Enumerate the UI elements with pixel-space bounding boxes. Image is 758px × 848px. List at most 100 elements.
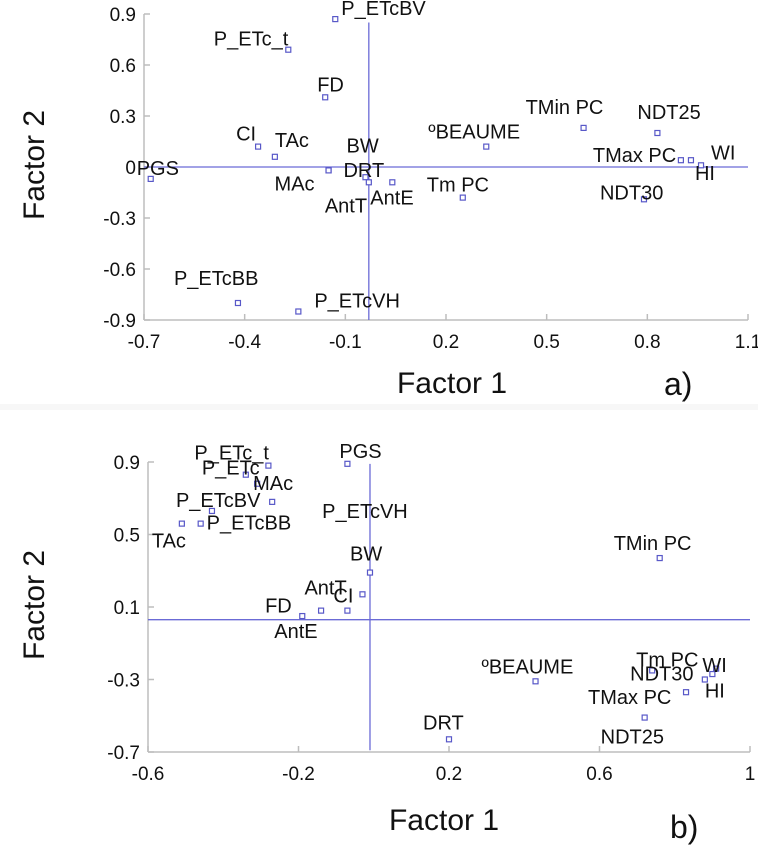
point-marker xyxy=(649,667,656,674)
point-marker xyxy=(483,143,490,150)
point-marker xyxy=(271,153,278,160)
point-marker xyxy=(269,498,276,505)
point-label: NDT25 xyxy=(637,102,700,124)
point-marker xyxy=(459,194,466,201)
y-tick-label: 0.3 xyxy=(110,107,136,128)
point-marker xyxy=(365,179,372,186)
y-tick-label: 0.6 xyxy=(110,56,136,77)
point-marker xyxy=(178,520,185,527)
panel-label: b) xyxy=(670,809,698,845)
chart-a: -0.7 -0.4 -0.1 0.2 0.5 0.8 1.1 0.9 0.6 0.3 0 -0.3 -0… xyxy=(18,0,758,402)
point-label: CI xyxy=(236,124,256,146)
y-axis-label: Factor 2 xyxy=(18,110,51,220)
point-label: PGS xyxy=(137,158,179,180)
y-tick-label: -0.3 xyxy=(107,671,140,692)
point-marker xyxy=(687,157,695,164)
point-marker xyxy=(713,665,720,672)
point-marker xyxy=(322,94,329,101)
point-marker xyxy=(254,480,261,487)
point-label: P_ETcVH xyxy=(314,291,400,313)
point-label: DRT xyxy=(423,712,464,734)
x-axis-label: Factor 1 xyxy=(389,804,499,837)
point-marker xyxy=(389,179,396,186)
point-label: TMax PC xyxy=(588,687,671,709)
point-marker xyxy=(325,167,332,174)
x-axis-label: Factor 1 xyxy=(397,367,507,400)
point-marker xyxy=(359,591,366,598)
point-marker xyxy=(197,520,204,527)
point-label: ºBEAUME xyxy=(428,122,520,144)
point-marker xyxy=(677,157,684,164)
point-label: P_ETcBV xyxy=(341,0,426,20)
x-tick-label: 0.2 xyxy=(433,332,459,353)
chart-b: -0.6 -0.2 0.2 0.6 1 0.9 0.5 0.1 -0.3 -0.7 PGS P_ET… xyxy=(18,441,756,845)
point-marker xyxy=(709,670,716,678)
point-label: FD xyxy=(265,596,292,618)
point-marker xyxy=(445,736,453,743)
point-marker xyxy=(641,714,648,721)
point-label: CI xyxy=(333,586,353,608)
point-label: TAc xyxy=(152,531,186,553)
point-label: DRT xyxy=(343,160,384,182)
point-label: ºBEAUME xyxy=(482,656,574,678)
point-label: AntT xyxy=(325,195,367,217)
point-marker xyxy=(580,124,587,132)
point-label: HI xyxy=(705,681,725,703)
point-marker xyxy=(640,196,648,203)
point-marker xyxy=(682,689,690,696)
point-label: TMin PC xyxy=(614,533,692,555)
point-label: MAc xyxy=(275,173,315,195)
point-marker xyxy=(234,299,242,307)
point-marker xyxy=(285,46,292,53)
point-label: AntT xyxy=(304,577,346,599)
point-label: TAc xyxy=(275,130,309,152)
point-label: NDT25 xyxy=(601,727,664,749)
point-marker xyxy=(362,174,369,181)
point-marker xyxy=(656,554,663,562)
y-axis-label: Factor 2 xyxy=(18,550,51,660)
point-marker xyxy=(295,308,302,315)
y-tick-label: 0.9 xyxy=(110,5,136,26)
x-tick-label: 1.1 xyxy=(735,332,758,353)
point-label: P_ETc_t xyxy=(214,29,289,51)
y-tick-label: 0 xyxy=(125,158,136,179)
point-label: WI xyxy=(711,142,735,164)
point-label: P_ETc xyxy=(202,458,260,480)
point-label: P_ETcVH xyxy=(322,501,408,523)
point-label: MAc xyxy=(253,473,293,495)
point-label: P_ETc_t xyxy=(194,443,269,465)
point-label: AntE xyxy=(274,621,317,643)
point-marker xyxy=(299,612,306,620)
y-tick-label: -0.7 xyxy=(107,743,140,764)
x-tick-label: 0.5 xyxy=(533,332,559,353)
point-label: P_ETcBV xyxy=(176,490,261,512)
y-tick-label: 0.9 xyxy=(114,453,140,474)
y-tick-label: -0.6 xyxy=(103,260,136,281)
point-label: BW xyxy=(350,544,382,566)
point-label: NDT30 xyxy=(630,664,693,686)
panel-divider xyxy=(0,404,758,410)
point-marker xyxy=(265,462,272,469)
x-tick-label: -0.4 xyxy=(228,332,261,353)
point-label: AntE xyxy=(370,187,413,209)
point-marker xyxy=(697,162,705,169)
point-label: TMin PC xyxy=(526,97,604,119)
point-marker xyxy=(654,129,661,137)
point-marker xyxy=(208,507,216,515)
x-tick-label: 1 xyxy=(745,764,756,785)
x-tick-label: -0.1 xyxy=(329,332,362,353)
x-tick-label: -0.7 xyxy=(128,332,161,353)
point-marker xyxy=(147,175,154,182)
point-label: PGS xyxy=(339,441,381,463)
point-marker xyxy=(701,676,708,683)
point-marker xyxy=(317,607,325,614)
point-label: P_ETcBB xyxy=(174,268,258,290)
y-tick-label: -0.3 xyxy=(103,209,136,230)
y-tick-label: 0.5 xyxy=(114,526,140,547)
x-tick-label: 0.8 xyxy=(634,332,660,353)
panel-label: a) xyxy=(664,366,692,402)
point-marker xyxy=(242,471,249,478)
point-label: Tm PC xyxy=(427,175,489,197)
point-label: P_ETcBB xyxy=(207,513,291,535)
